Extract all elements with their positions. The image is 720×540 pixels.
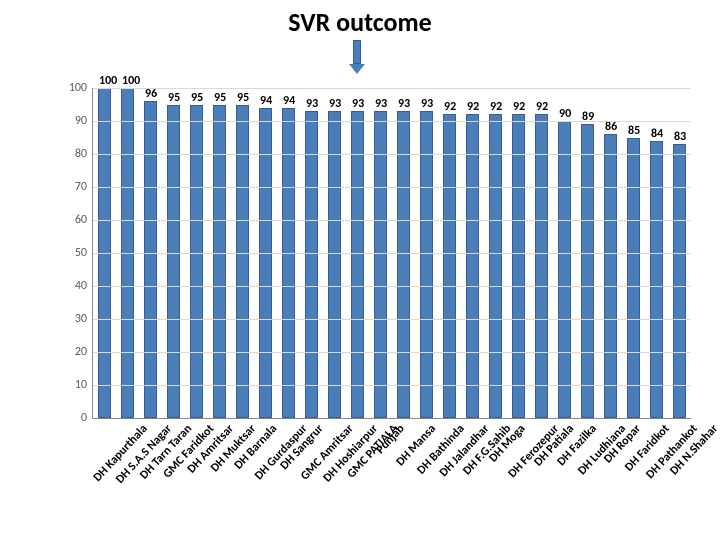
grid-line [93, 352, 691, 353]
y-tick-label: 30 [75, 312, 87, 326]
bar: 92 [535, 114, 548, 418]
bar: 92 [466, 114, 479, 418]
bar-value-label: 86 [605, 120, 617, 134]
y-tick-label: 0 [81, 411, 87, 425]
bar-value-label: 89 [582, 110, 594, 124]
bar-value-label: 96 [145, 87, 157, 101]
bar: 89 [581, 124, 594, 418]
bar-value-label: 90 [559, 107, 571, 121]
y-tick-label: 10 [75, 378, 87, 392]
bar-value-label: 93 [306, 97, 318, 111]
y-tick-label: 50 [75, 246, 87, 260]
y-tick-label: 90 [75, 114, 87, 128]
bar-value-label: 84 [651, 127, 663, 141]
bar-value-label: 93 [329, 97, 341, 111]
bar: 85 [627, 138, 640, 419]
bar: 92 [512, 114, 525, 418]
bar-value-label: 95 [191, 91, 203, 105]
bar-value-label: 100 [99, 74, 117, 88]
bar: 84 [650, 141, 663, 418]
grid-line [93, 121, 691, 122]
bar: 83 [673, 144, 686, 418]
bar-value-label: 100 [122, 74, 140, 88]
bar: 93 [374, 111, 387, 418]
grid-line [93, 220, 691, 221]
bar-value-label: 95 [168, 91, 180, 105]
bar-value-label: 92 [536, 100, 548, 114]
bar-value-label: 93 [421, 97, 433, 111]
bar: 95 [190, 105, 203, 419]
grid-line [93, 88, 691, 89]
bar-value-label: 94 [283, 94, 295, 108]
y-tick-label: 60 [75, 213, 87, 227]
bar-value-label: 85 [628, 124, 640, 138]
bar: 86 [604, 134, 617, 418]
bar: 93 [305, 111, 318, 418]
bar: 93 [420, 111, 433, 418]
bar: 93 [397, 111, 410, 418]
bar-value-label: 92 [490, 100, 502, 114]
bar-value-label: 95 [237, 91, 249, 105]
grid-line [93, 187, 691, 188]
chart-title: SVR outcome [0, 6, 720, 38]
bar-value-label: 94 [260, 94, 272, 108]
bar-value-label: 83 [674, 130, 686, 144]
bar: 92 [443, 114, 456, 418]
y-tick-label: 80 [75, 147, 87, 161]
plot-area: 1001009695959595949493939393939392929292… [92, 88, 691, 419]
bar-value-label: 93 [375, 97, 387, 111]
bar: 96 [144, 101, 157, 418]
y-tick-label: 70 [75, 180, 87, 194]
bar-value-label: 93 [352, 97, 364, 111]
bar: 92 [489, 114, 502, 418]
arrow-head [349, 64, 365, 74]
bar-value-label: 92 [513, 100, 525, 114]
bar-value-label: 95 [214, 91, 226, 105]
bar: 93 [351, 111, 364, 418]
grid-line [93, 253, 691, 254]
y-tick-label: 100 [69, 81, 87, 95]
arrow-stem [353, 40, 361, 64]
bar: 90 [558, 121, 571, 418]
grid-line [93, 154, 691, 155]
grid-line [93, 319, 691, 320]
arrow-down-icon [349, 40, 365, 74]
bar-value-label: 93 [398, 97, 410, 111]
bar: 95 [167, 105, 180, 419]
bar: 95 [213, 105, 226, 419]
bar: 93 [328, 111, 341, 418]
bar: 95 [236, 105, 249, 419]
y-tick-label: 40 [75, 279, 87, 293]
grid-line [93, 286, 691, 287]
bar-value-label: 92 [444, 100, 456, 114]
bar-value-label: 92 [467, 100, 479, 114]
y-tick-label: 20 [75, 345, 87, 359]
grid-line [93, 385, 691, 386]
